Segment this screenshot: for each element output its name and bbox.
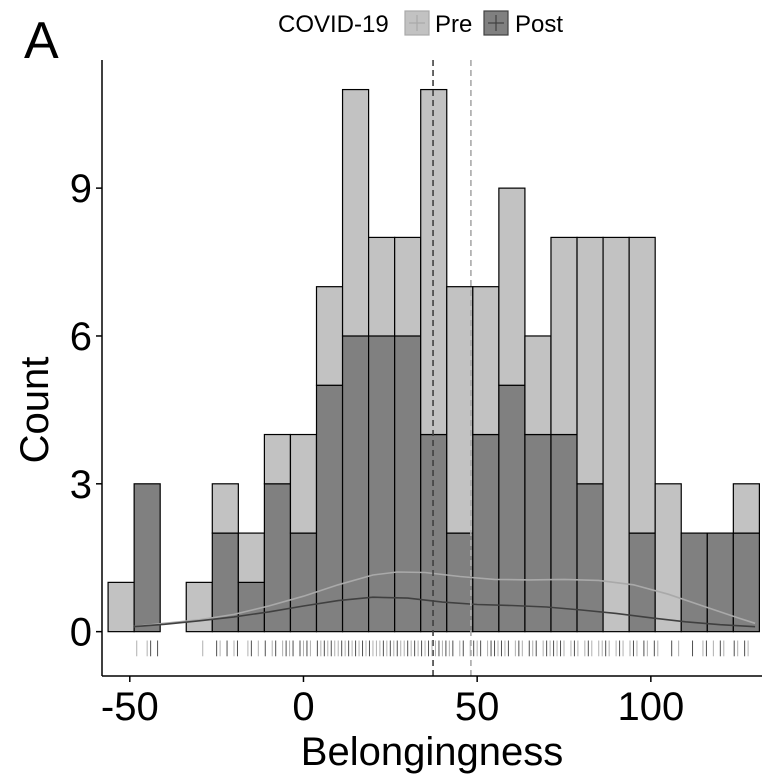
bar-pre	[524, 335, 552, 436]
x-axis-ticks: -50 0 50 100	[101, 676, 684, 729]
x-axis-title: Belongingness	[301, 730, 563, 774]
y-tick-label: 6	[70, 315, 92, 359]
bar-pre	[602, 236, 630, 633]
panel-label: A	[24, 12, 59, 70]
legend-title: COVID-19	[278, 11, 389, 38]
bar-pre	[289, 433, 318, 534]
density-curve-pre	[133, 571, 756, 628]
bar-pre	[446, 286, 474, 534]
bar-post	[341, 335, 370, 633]
mean-lines-layer	[432, 60, 472, 676]
bar-post	[446, 532, 474, 633]
bar-post	[472, 433, 500, 633]
y-axis-ticks: 0 3 6 9	[70, 167, 102, 655]
bar-post	[498, 384, 526, 633]
bar-pre	[394, 236, 422, 337]
bar-pre	[341, 88, 370, 337]
bar-post	[524, 433, 552, 633]
bar-pre	[263, 433, 292, 485]
bar-pre	[107, 581, 135, 633]
density-layer	[133, 571, 756, 628]
x-tick-label: 50	[455, 685, 500, 729]
bar-pre	[211, 483, 239, 534]
bar-pre	[315, 286, 344, 386]
y-tick-label: 0	[70, 611, 92, 655]
bar-post	[680, 532, 708, 633]
bar-pre	[732, 483, 760, 534]
y-tick-label: 3	[70, 463, 92, 507]
rug-layer	[136, 640, 749, 657]
bar-pre	[550, 236, 578, 436]
y-axis-title: Count	[13, 357, 57, 464]
legend: COVID-19 Pre Post	[278, 10, 563, 38]
bar-post	[133, 483, 161, 633]
bar-post	[394, 335, 422, 633]
bar-pre	[237, 532, 265, 583]
bar-post	[315, 384, 344, 633]
bar-post	[237, 581, 265, 633]
bar-pre	[654, 483, 682, 633]
x-tick-label: -50	[101, 685, 159, 729]
x-tick-label: 100	[617, 685, 684, 729]
bar-pre	[472, 286, 500, 436]
x-tick-label: 0	[292, 685, 314, 729]
legend-label-pre: Pre	[435, 11, 472, 38]
bar-pre	[185, 581, 213, 633]
bar-post	[289, 532, 318, 633]
bar-post	[732, 532, 760, 633]
bar-pre	[628, 236, 656, 534]
bar-pre	[498, 187, 526, 386]
bar-pre	[576, 236, 604, 485]
legend-label-post: Post	[515, 11, 563, 38]
y-tick-label: 9	[70, 167, 92, 211]
density-curve-post	[133, 596, 756, 628]
bar-pre	[368, 236, 396, 337]
bars-layer	[107, 88, 760, 633]
bar-post	[706, 532, 734, 633]
bar-post	[368, 335, 396, 633]
bar-post	[550, 433, 578, 633]
